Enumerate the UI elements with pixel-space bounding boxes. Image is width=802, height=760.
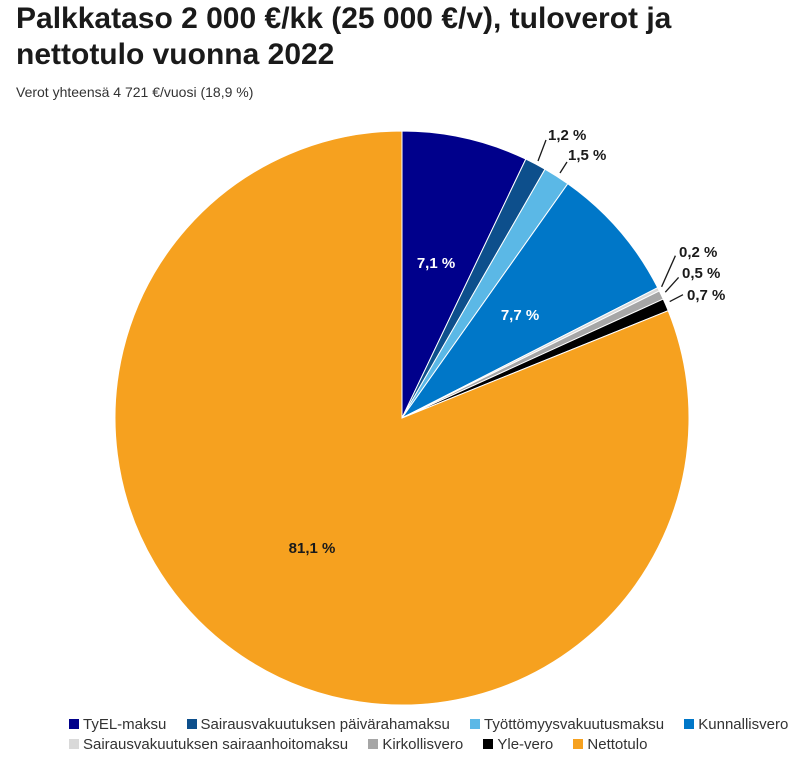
svg-text:7,7 %: 7,7 % bbox=[501, 307, 539, 324]
svg-text:81,1 %: 81,1 % bbox=[289, 540, 336, 557]
svg-text:0,5 %: 0,5 % bbox=[682, 265, 720, 282]
svg-text:0,7 %: 0,7 % bbox=[687, 287, 725, 304]
svg-text:0,2 %: 0,2 % bbox=[679, 244, 717, 261]
svg-text:1,5 %: 1,5 % bbox=[568, 147, 606, 164]
svg-text:1,2 %: 1,2 % bbox=[548, 127, 586, 144]
svg-text:7,1 %: 7,1 % bbox=[417, 255, 455, 272]
